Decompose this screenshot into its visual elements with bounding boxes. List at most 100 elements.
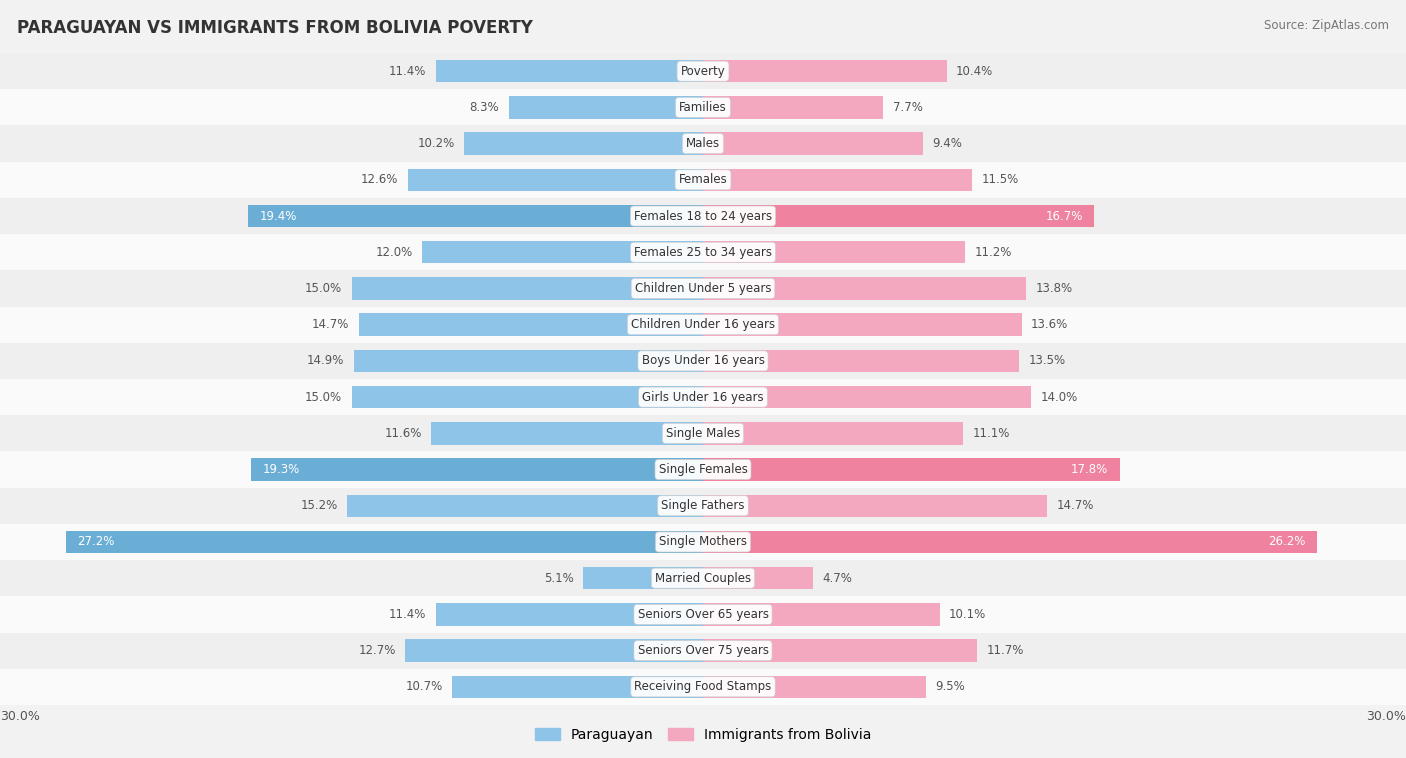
Bar [0,524,1406,560]
Text: Males: Males [686,137,720,150]
Text: 13.5%: 13.5% [1029,355,1066,368]
Text: 12.7%: 12.7% [359,644,396,657]
Text: 30.0%: 30.0% [1367,710,1406,723]
Bar [0,271,1406,306]
Bar [703,314,1022,336]
Bar [703,640,977,662]
Bar [432,422,703,444]
Text: 14.7%: 14.7% [312,318,349,331]
Bar [352,277,703,299]
Text: Single Males: Single Males [666,427,740,440]
Bar [703,241,966,264]
Text: 19.3%: 19.3% [263,463,299,476]
Bar [453,675,703,698]
Bar [703,349,1019,372]
Bar [0,415,1406,452]
Text: 5.1%: 5.1% [544,572,574,584]
Text: Married Couples: Married Couples [655,572,751,584]
Bar [405,640,703,662]
Text: 11.6%: 11.6% [384,427,422,440]
Text: 4.7%: 4.7% [823,572,852,584]
Bar [703,133,924,155]
Bar [703,168,973,191]
Bar [359,314,703,336]
Bar [354,349,703,372]
Text: 9.5%: 9.5% [935,681,965,694]
Bar [703,96,883,118]
Text: 10.7%: 10.7% [406,681,443,694]
Text: 14.9%: 14.9% [307,355,344,368]
Text: 11.2%: 11.2% [974,246,1012,258]
Text: Single Fathers: Single Fathers [661,500,745,512]
Bar [703,675,925,698]
Text: 7.7%: 7.7% [893,101,922,114]
Text: 11.1%: 11.1% [973,427,1010,440]
Bar [0,669,1406,705]
Bar [0,234,1406,271]
Text: 14.0%: 14.0% [1040,390,1077,403]
Bar [0,161,1406,198]
Text: 15.2%: 15.2% [301,500,337,512]
Bar [0,198,1406,234]
Text: Girls Under 16 years: Girls Under 16 years [643,390,763,403]
Bar [703,277,1026,299]
Text: 17.8%: 17.8% [1071,463,1108,476]
Bar [703,531,1317,553]
Text: Receiving Food Stamps: Receiving Food Stamps [634,681,772,694]
Text: 15.0%: 15.0% [305,390,342,403]
Bar [703,494,1047,517]
Bar [0,343,1406,379]
Text: 13.8%: 13.8% [1036,282,1073,295]
Bar [250,459,703,481]
Text: 11.4%: 11.4% [389,64,426,77]
Text: Children Under 5 years: Children Under 5 years [634,282,772,295]
Text: 9.4%: 9.4% [932,137,963,150]
Bar [0,487,1406,524]
Bar [0,53,1406,89]
Text: Poverty: Poverty [681,64,725,77]
Bar [422,241,703,264]
Text: 27.2%: 27.2% [77,535,115,549]
Text: Females: Females [679,174,727,186]
Bar [0,632,1406,669]
Text: Children Under 16 years: Children Under 16 years [631,318,775,331]
Bar [249,205,703,227]
Bar [436,603,703,625]
Text: 16.7%: 16.7% [1045,209,1083,223]
Bar [0,306,1406,343]
Bar [0,89,1406,126]
Bar [703,567,813,590]
Text: 19.4%: 19.4% [260,209,298,223]
Text: Source: ZipAtlas.com: Source: ZipAtlas.com [1264,19,1389,32]
Bar [66,531,703,553]
Text: 11.4%: 11.4% [389,608,426,621]
Bar [0,126,1406,161]
Text: 8.3%: 8.3% [470,101,499,114]
Text: Families: Families [679,101,727,114]
Bar [703,386,1031,409]
Bar [347,494,703,517]
Text: PARAGUAYAN VS IMMIGRANTS FROM BOLIVIA POVERTY: PARAGUAYAN VS IMMIGRANTS FROM BOLIVIA PO… [17,19,533,37]
Text: Females 25 to 34 years: Females 25 to 34 years [634,246,772,258]
Bar [703,205,1094,227]
Text: 12.0%: 12.0% [375,246,412,258]
Legend: Paraguayan, Immigrants from Bolivia: Paraguayan, Immigrants from Bolivia [530,722,876,747]
Text: Boys Under 16 years: Boys Under 16 years [641,355,765,368]
Text: Single Females: Single Females [658,463,748,476]
Bar [583,567,703,590]
Text: 10.4%: 10.4% [956,64,993,77]
Text: 12.6%: 12.6% [361,174,398,186]
Bar [703,422,963,444]
Bar [0,452,1406,487]
Bar [0,597,1406,632]
Text: 13.6%: 13.6% [1031,318,1069,331]
Bar [0,379,1406,415]
Text: Single Mothers: Single Mothers [659,535,747,549]
Bar [703,603,939,625]
Text: Females 18 to 24 years: Females 18 to 24 years [634,209,772,223]
Bar [352,386,703,409]
Bar [0,560,1406,597]
Text: 15.0%: 15.0% [305,282,342,295]
Text: 11.7%: 11.7% [987,644,1024,657]
Text: 11.5%: 11.5% [981,174,1019,186]
